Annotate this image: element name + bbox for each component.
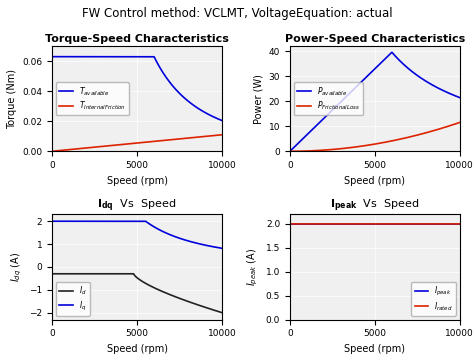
Legend: $T_{available}$, $T_{InternalFriction}$: $T_{available}$, $T_{InternalFriction}$ — [56, 82, 129, 115]
Text: FW Control method: VCLMT, VoltageEquation: actual: FW Control method: VCLMT, VoltageEquatio… — [82, 7, 392, 20]
Title: Torque-Speed Characteristics: Torque-Speed Characteristics — [45, 34, 229, 44]
Title: Power-Speed Characteristics: Power-Speed Characteristics — [285, 34, 465, 44]
X-axis label: Speed (rpm): Speed (rpm) — [107, 344, 168, 354]
Legend: $I_d$, $I_q$: $I_d$, $I_q$ — [56, 282, 90, 316]
Legend: $P_{available}$, $P_{FrictionalLoss}$: $P_{available}$, $P_{FrictionalLoss}$ — [294, 82, 363, 115]
Legend: $I_{peak}$, $I_{rated}$: $I_{peak}$, $I_{rated}$ — [411, 282, 456, 316]
X-axis label: Speed (rpm): Speed (rpm) — [107, 176, 168, 186]
Title: $\mathbf{I_{peak}}$  Vs  Speed: $\mathbf{I_{peak}}$ Vs Speed — [330, 198, 419, 214]
Y-axis label: $I_{peak}$ (A): $I_{peak}$ (A) — [246, 248, 260, 286]
Y-axis label: $I_{dq}$ (A): $I_{dq}$ (A) — [9, 252, 24, 282]
Title: $\mathbf{I_{dq}}$  Vs  Speed: $\mathbf{I_{dq}}$ Vs Speed — [98, 198, 177, 214]
Y-axis label: Power (W): Power (W) — [253, 74, 263, 124]
X-axis label: Speed (rpm): Speed (rpm) — [344, 176, 405, 186]
X-axis label: Speed (rpm): Speed (rpm) — [344, 344, 405, 354]
Y-axis label: Torque (Nm): Torque (Nm) — [7, 69, 17, 129]
